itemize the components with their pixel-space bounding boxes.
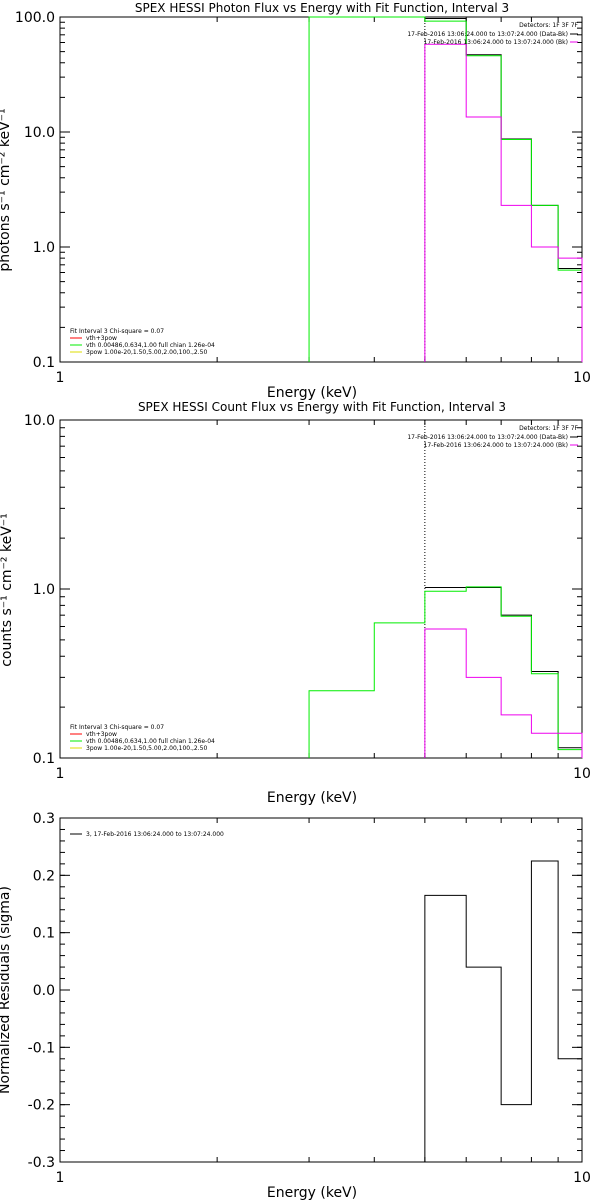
- count-flux-title: SPEX HESSI Count Flux vs Energy with Fit…: [138, 400, 506, 414]
- residuals-xtick-label: 10: [573, 1170, 591, 1186]
- count-flux-ticks: 1 10 10.0 1.0 0.1: [24, 413, 591, 782]
- residuals-ytick-label: -0.3: [28, 1155, 55, 1171]
- residuals-ytick-label: 0.1: [33, 926, 55, 942]
- residuals-panel: 1 10 0.3 0.2 0.1 0.0 -0.1 -0.2 -0.3 3, 17-Feb-20…: [0, 811, 591, 1200]
- photon-flux-xlabel: Energy (keV): [267, 385, 357, 401]
- count-flux-series-2: [424, 628, 583, 758]
- photon-flux-xtick-label: 1: [56, 370, 65, 386]
- photon-flux-legend-right-label: 17-Feb-2016 13:06:24.000 to 13:07:24.000…: [424, 39, 568, 46]
- photon-flux-ylabel: photons s⁻¹ cm⁻² keV⁻¹: [0, 108, 13, 271]
- residuals-legend-left-label: 3, 17-Feb-2016 13:06:24.000 to 13:07:24.…: [86, 831, 224, 838]
- count-flux-xlabel: Energy (keV): [267, 790, 357, 806]
- residuals-ticks: 1 10 0.3 0.2 0.1 0.0 -0.1 -0.2 -0.3: [28, 811, 591, 1186]
- count-flux-ytick-label: 1.0: [33, 582, 55, 598]
- count-flux-legend-left-label: 3pow 1.00e-20,1.50,5.00,2.00,100.,2.50: [86, 745, 207, 752]
- count-flux-detectors-label: Detectors: 1F 3F 7F: [519, 425, 578, 432]
- photon-flux-legend-left-label: vth 0.00486,0.634,1.00 full chian 1.26e-…: [86, 342, 215, 349]
- count-flux-series: [308, 420, 583, 758]
- photon-flux-legend-left-label: 3pow 1.00e-20,1.50,5.00,2.00,100.,2.50: [86, 349, 207, 356]
- count-flux-xtick-label: 1: [56, 766, 65, 782]
- photon-flux-legends: Detectors: 1F 3F 7F 17-Feb-2016 13:06:24.…: [70, 22, 579, 356]
- photon-flux-series-2: [424, 43, 583, 362]
- photon-flux-panel: SPEX HESSI Photon Flux vs Energy with Fi…: [0, 1, 591, 401]
- count-flux-ytick-label: 10.0: [24, 413, 55, 429]
- residuals-legends: 3, 17-Feb-2016 13:06:24.000 to 13:07:24.…: [70, 831, 224, 838]
- residuals-xtick-label: 1: [56, 1170, 65, 1186]
- count-flux-legend-left-label: vth 0.00486,0.634,1.00 full chian 1.26e-…: [86, 738, 215, 745]
- count-flux-series-1: [308, 586, 583, 758]
- photon-flux-ytick-label: 100.0: [15, 10, 55, 26]
- residuals-ytick-label: -0.1: [28, 1040, 55, 1056]
- photon-flux-ytick-label: 10.0: [24, 125, 55, 141]
- count-flux-panel: SPEX HESSI Count Flux vs Energy with Fit…: [0, 400, 591, 806]
- residuals-xlabel: Energy (keV): [267, 1185, 357, 1200]
- residuals-ytick-label: 0.0: [33, 983, 55, 999]
- residuals-ylabel: Normalized Residuals (sigma): [0, 886, 13, 1094]
- count-flux-legend-right-label: 17-Feb-2016 13:06:24.000 to 13:07:24.000…: [407, 434, 568, 441]
- photon-flux-legend-left-label: vth+3pow: [86, 335, 117, 342]
- photon-flux-series: [308, 16, 583, 362]
- photon-flux-series-1: [308, 16, 583, 362]
- residuals-ytick-label: 0.2: [33, 868, 55, 884]
- count-flux-ylabel: counts s⁻¹ cm⁻² keV⁻¹: [0, 513, 15, 667]
- photon-flux-legend-left-label: Fit Interval 3 Chi-square = 0.07: [70, 328, 164, 335]
- count-flux-legends: Detectors: 1F 3F 7F 17-Feb-2016 13:06:24.…: [70, 425, 579, 752]
- count-flux-legend-left-label: Fit Interval 3 Chi-square = 0.07: [70, 724, 164, 731]
- count-flux-ytick-label: 0.1: [33, 751, 55, 767]
- photon-flux-ytick-label: 0.1: [33, 355, 55, 371]
- photon-flux-ytick-label: 1.0: [33, 240, 55, 256]
- photon-flux-title: SPEX HESSI Photon Flux vs Energy with Fi…: [135, 1, 509, 15]
- residuals-series-0: [424, 860, 583, 1162]
- residuals-ytick-label: -0.2: [28, 1098, 55, 1114]
- photon-flux-xtick-label: 10: [573, 370, 591, 386]
- photon-flux-detectors-label: Detectors: 1F 3F 7F: [519, 22, 578, 29]
- count-flux-legend-left-label: vth+3pow: [86, 731, 117, 738]
- residuals-series: [424, 860, 583, 1162]
- count-flux-xtick-label: 10: [573, 766, 591, 782]
- photon-flux-legend-right-label: 17-Feb-2016 13:06:24.000 to 13:07:24.000…: [407, 31, 568, 38]
- residuals-ytick-label: 0.3: [33, 811, 55, 827]
- count-flux-legend-right-label: 17-Feb-2016 13:06:24.000 to 13:07:24.000…: [424, 442, 568, 449]
